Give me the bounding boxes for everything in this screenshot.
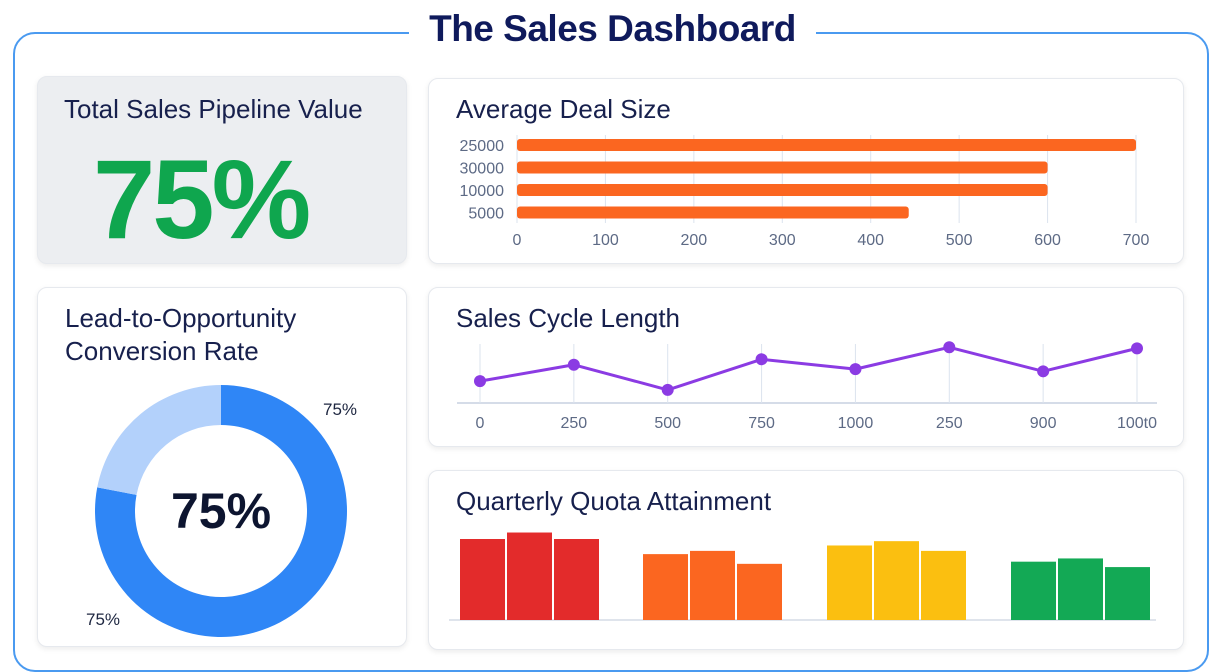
bar (827, 545, 872, 620)
bar (517, 184, 1048, 196)
donut-data-label: 75% (86, 610, 120, 629)
deal-size-bar-chart: 0 100 200 300 400 500 600 700 25000 30000 10000 500… (460, 135, 1150, 249)
x-tick-label: 100 (592, 232, 619, 249)
y-tick-label: 30000 (460, 161, 505, 178)
bar (1058, 558, 1103, 620)
bar (643, 554, 688, 620)
x-tick-label: 700 (1123, 232, 1150, 249)
quota-bar-chart (449, 532, 1156, 621)
x-tick-label: 300 (769, 232, 796, 249)
data-point (474, 375, 486, 388)
kpi-card-pipeline: Total Sales Pipeline Value 75% (37, 76, 407, 264)
x-tick-label: 100t0 (1117, 415, 1157, 432)
bar (554, 539, 599, 620)
bar (1011, 561, 1056, 620)
kpi-label: Total Sales Pipeline Value (64, 94, 363, 124)
donut-data-label: 75% (323, 400, 357, 419)
donut-slice (97, 385, 221, 495)
bar (921, 550, 966, 620)
data-point (567, 358, 580, 371)
x-tick-label: 400 (857, 232, 884, 249)
x-tick-label: 900 (1030, 415, 1057, 432)
x-tick-label: 0 (476, 415, 485, 432)
x-tick-label: 250 (561, 415, 588, 432)
y-tick-label: 10000 (460, 183, 505, 200)
card-title: Lead-to-Opportunity Conversion Rate (65, 303, 297, 366)
donut-center-label: 75% (171, 483, 271, 539)
data-point (661, 383, 674, 396)
y-tick-label: 5000 (468, 206, 504, 223)
bar (737, 563, 782, 620)
x-tick-label: 500 (654, 415, 681, 432)
sales-cycle-line-chart: 0 250 500 750 1000 250 900 100t0 (457, 341, 1157, 432)
series-line (479, 345, 1138, 392)
bar (1105, 567, 1150, 620)
card-title: Sales Cycle Length (456, 303, 681, 333)
bar (517, 139, 1136, 151)
x-tick-label: 1000 (838, 415, 874, 432)
bar (690, 550, 735, 620)
bar (874, 541, 919, 620)
bar (507, 532, 552, 620)
card-quota-attainment: Quarterly Quota Attainment (428, 470, 1184, 650)
data-point (1037, 365, 1050, 378)
x-tick-label: 750 (748, 415, 775, 432)
data-point (943, 341, 956, 354)
x-tick-label: 0 (513, 232, 522, 249)
data-point (849, 363, 862, 376)
card-sales-cycle: Sales Cycle Length 0 250 500 750 1000 250 900 1… (428, 287, 1184, 447)
bar (517, 206, 909, 219)
card-title: Average Deal Size (456, 94, 671, 124)
donut-chart: 75% 75% 75% (86, 385, 357, 637)
data-point (1131, 342, 1143, 355)
card-average-deal-size: Average Deal Size 0 100 200 300 400 500 600 700… (428, 78, 1184, 264)
bar (460, 539, 505, 620)
kpi-value: 75% (93, 137, 311, 262)
x-tick-label: 600 (1034, 232, 1061, 249)
x-tick-label: 500 (946, 232, 973, 249)
x-tick-label: 250 (936, 415, 963, 432)
donut-slice (95, 385, 348, 637)
card-title: Quarterly Quota Attainment (456, 486, 772, 516)
page-title: The Sales Dashboard (0, 8, 1225, 50)
data-point (755, 353, 768, 366)
x-tick-label: 200 (681, 232, 708, 249)
bar (517, 161, 1048, 174)
card-conversion-rate: Lead-to-Opportunity Conversion Rate 75% 7… (37, 287, 407, 647)
y-tick-label: 25000 (460, 138, 505, 155)
